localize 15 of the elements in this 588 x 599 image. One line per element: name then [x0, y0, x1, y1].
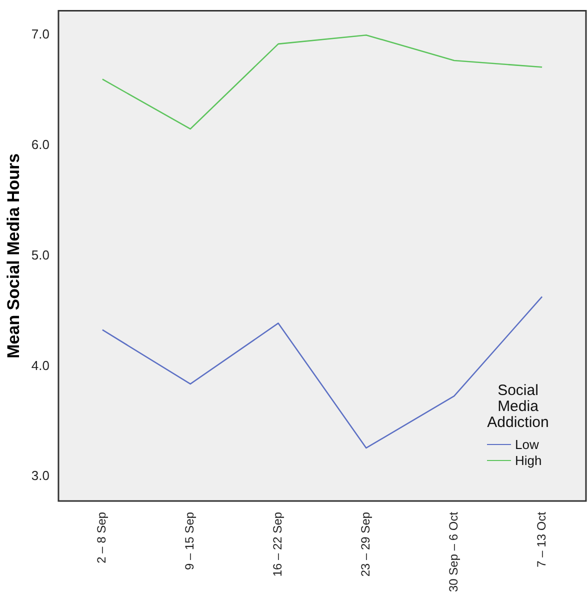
y-tick-label: 6.0 [31, 137, 50, 152]
y-tick-label: 3.0 [31, 468, 50, 484]
x-tick-label: 7 – 13 Oct [534, 511, 548, 568]
x-tick-label: 9 – 15 Sep [182, 512, 197, 570]
x-tick-label: 2 – 8 Sep [94, 512, 109, 564]
x-tick-label: 23 – 29 Sep [358, 512, 373, 577]
x-tick-label: 16 – 22 Sep [270, 512, 285, 577]
y-tick-label: 5.0 [31, 247, 50, 262]
legend-title: Social Media Addiction [486, 382, 550, 431]
y-tick-label: 7.0 [31, 26, 50, 42]
legend-label: High [515, 453, 543, 468]
legend-label: Low [515, 437, 540, 452]
x-tick-label: 30 Sep – 6 Oct [446, 511, 460, 592]
y-axis-title: Mean Social Media Hours [4, 153, 23, 358]
y-tick-label: 4.0 [31, 358, 50, 373]
